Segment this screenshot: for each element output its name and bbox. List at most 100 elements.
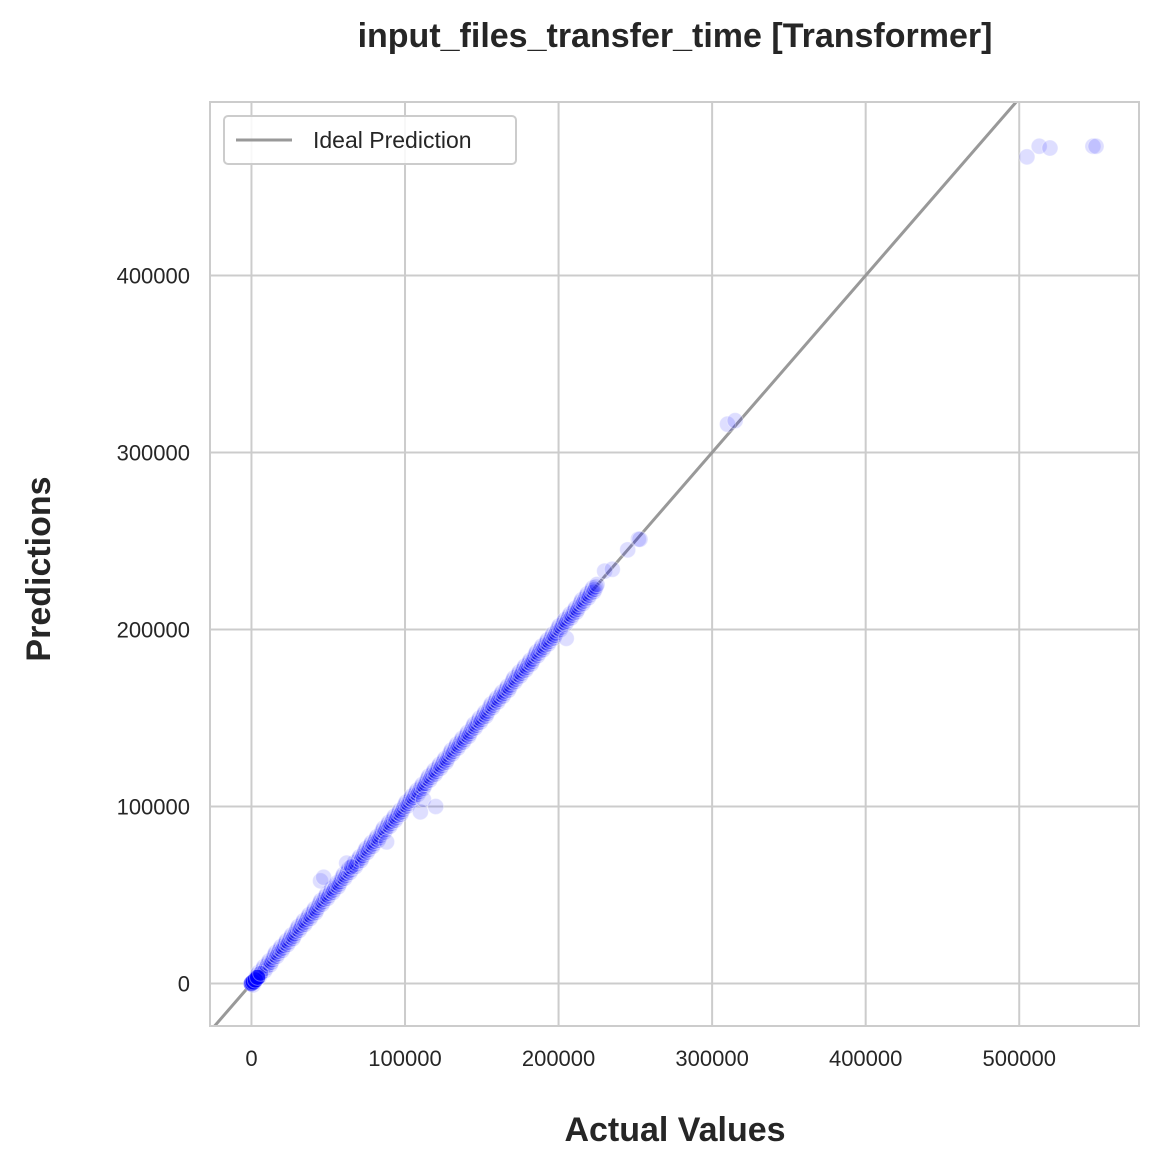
data-point (547, 624, 565, 642)
data-point (332, 870, 350, 888)
data-point (291, 919, 309, 937)
data-point (420, 767, 438, 785)
data-point (503, 674, 521, 692)
data-point (311, 894, 329, 912)
data-point (249, 968, 267, 986)
data-point (501, 679, 519, 697)
data-point (268, 947, 286, 965)
data-point (520, 654, 538, 672)
data-point (472, 713, 490, 731)
data-point (348, 855, 366, 873)
data-point (264, 948, 282, 966)
data-point (304, 902, 322, 920)
data-point (370, 829, 388, 847)
data-point (335, 865, 353, 883)
data-point (296, 916, 314, 934)
data-point (583, 581, 601, 599)
data-point (271, 940, 289, 958)
data-point (297, 913, 315, 931)
data-point (391, 802, 409, 820)
data-point (555, 613, 573, 631)
data-point (447, 738, 465, 756)
data-point (475, 706, 493, 724)
data-point (517, 661, 535, 679)
data-point (494, 687, 512, 705)
data-point (518, 659, 536, 677)
data-point (303, 905, 321, 923)
data-point (564, 604, 582, 622)
data-point (429, 758, 447, 776)
data-point (462, 722, 480, 740)
data-point (557, 629, 575, 647)
data-point (415, 777, 433, 795)
x-tick-label: 400000 (829, 1046, 902, 1071)
data-point (492, 686, 510, 704)
data-point (489, 693, 507, 711)
data-point (338, 864, 356, 882)
data-point (460, 727, 478, 745)
data-point (371, 827, 389, 845)
x-tick-label: 0 (245, 1046, 257, 1071)
data-point (286, 925, 304, 943)
legend-box (223, 115, 517, 165)
data-point (319, 887, 337, 905)
data-point (282, 928, 300, 946)
data-point (536, 636, 554, 654)
data-point (352, 852, 370, 870)
data-point (435, 752, 453, 770)
y-tick-label: 200000 (117, 617, 190, 642)
data-point (549, 619, 567, 637)
data-point (312, 872, 330, 890)
data-point (440, 746, 458, 764)
data-point (321, 885, 339, 903)
data-point (519, 656, 537, 674)
data-point (559, 610, 577, 628)
data-point (474, 708, 492, 726)
data-point (386, 811, 404, 829)
grid-lines (210, 102, 1139, 1026)
data-point (576, 590, 594, 608)
data-point (567, 603, 585, 621)
data-point (449, 739, 467, 757)
data-point (560, 607, 578, 625)
data-point (526, 645, 544, 663)
legend: Ideal Prediction (223, 115, 517, 165)
data-point (354, 847, 372, 865)
data-point (516, 657, 534, 675)
x-tick-label: 500000 (983, 1046, 1056, 1071)
data-point (491, 688, 509, 706)
data-point (457, 726, 475, 744)
x-tick-labels: 0 100000 200000 300000 400000 500000 (245, 1046, 1056, 1071)
data-point (387, 809, 405, 827)
data-point (514, 662, 532, 680)
data-point (362, 836, 380, 854)
data-point (388, 806, 406, 824)
data-point (544, 625, 562, 643)
data-point (629, 530, 647, 548)
data-point (603, 560, 621, 578)
data-point (511, 667, 529, 685)
data-point (453, 729, 471, 747)
data-point (401, 790, 419, 808)
data-point (484, 696, 502, 714)
data-point (358, 843, 376, 861)
data-point (369, 831, 387, 849)
data-point (507, 670, 525, 688)
data-point (578, 585, 596, 603)
data-point (266, 946, 284, 964)
data-point (459, 723, 477, 741)
data-point (490, 690, 508, 708)
data-point (300, 906, 318, 924)
data-point (619, 541, 637, 559)
data-point (357, 839, 375, 857)
data-point (395, 798, 413, 816)
data-point (528, 643, 546, 661)
data-point (342, 861, 360, 879)
data-point (376, 823, 394, 841)
data-point (262, 953, 280, 971)
data-point (427, 798, 445, 816)
y-tick-label: 400000 (117, 263, 190, 288)
plot-frame (209, 101, 1140, 1027)
data-point (508, 668, 526, 686)
data-point (399, 795, 417, 813)
